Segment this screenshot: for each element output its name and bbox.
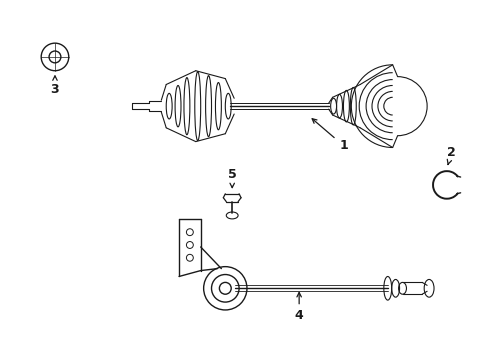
Text: 3: 3: [51, 76, 59, 96]
Text: 5: 5: [227, 168, 236, 188]
Text: 4: 4: [294, 292, 303, 322]
Text: 2: 2: [447, 146, 455, 165]
Text: 1: 1: [311, 119, 347, 152]
